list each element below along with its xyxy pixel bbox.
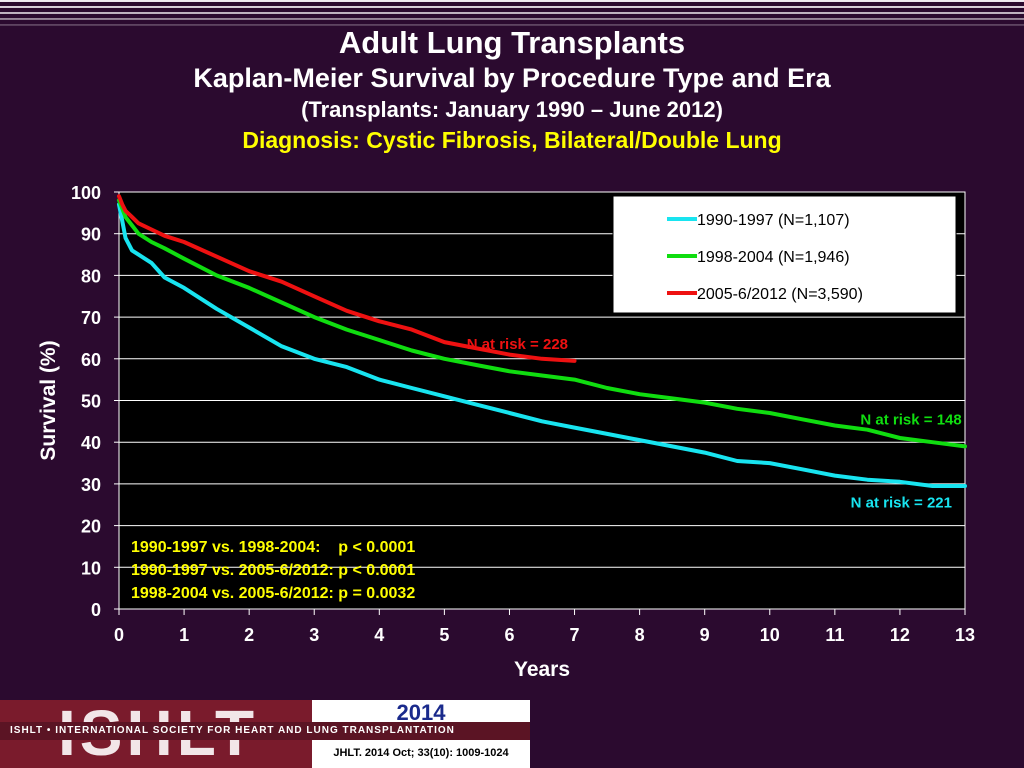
y-tick-label: 50 [81,392,101,412]
x-tick-label: 3 [309,625,319,645]
pvalue-line: 1998-2004 vs. 2005-6/2012: p = 0.0032 [131,585,415,602]
x-tick-label: 12 [890,625,910,645]
n-at-risk-label: N at risk = 228 [467,336,568,353]
y-tick-label: 80 [81,266,101,286]
date-range: (Transplants: January 1990 – June 2012) [301,97,723,122]
page-subtitle: Kaplan-Meier Survival by Procedure Type … [193,63,831,93]
pvalue-line: 1990-1997 vs. 1998-2004: p < 0.0001 [131,539,415,556]
x-tick-label: 2 [244,625,254,645]
citation: JHLT. 2014 Oct; 33(10): 1009-1024 [312,740,530,768]
x-tick-label: 7 [570,625,580,645]
x-tick-label: 13 [955,625,975,645]
legend-entry: 1998-2004 (N=1,946) [697,249,850,266]
series-line-1 [117,202,967,488]
x-tick-label: 11 [825,625,844,645]
title-block: Adult Lung Transplants Kaplan-Meier Surv… [0,24,1024,156]
x-axis-label: Years [514,658,570,681]
org-name: ISHLT • INTERNATIONAL SOCIETY FOR HEART … [0,722,530,740]
x-tick-label: 5 [439,625,449,645]
n-at-risk-label: N at risk = 148 [860,411,961,428]
x-tick-label: 6 [504,625,514,645]
n-at-risk-label: N at risk = 221 [851,495,952,512]
x-tick-label: 10 [760,625,780,645]
x-tick-label: 9 [700,625,710,645]
y-tick-label: 100 [71,183,101,203]
x-tick-label: 1 [179,625,189,645]
y-tick-label: 10 [81,558,101,578]
y-tick-label: 20 [81,517,101,537]
y-tick-label: 0 [91,600,101,620]
pvalue-line: 1990-1997 vs. 2005-6/2012: p < 0.0001 [131,562,415,579]
y-tick-label: 60 [81,350,101,370]
page-title: Adult Lung Transplants [338,25,686,60]
series-line-2 [117,198,967,449]
y-tick-label: 40 [81,433,101,453]
plot-border [118,191,966,610]
y-axis-label: Survival (%) [37,340,60,460]
series-line-3 [117,194,577,363]
legend-entry: 1990-1997 (N=1,107) [697,212,850,229]
y-tick-label: 70 [81,308,101,328]
x-tick-label: 8 [635,625,645,645]
x-tick-label: 0 [114,625,124,645]
y-tick-label: 90 [81,225,101,245]
y-tick-label: 30 [81,475,101,495]
decorative-top-band-fade [0,0,1024,30]
x-tick-label: 4 [374,625,384,645]
report-year: 2014 [312,700,530,725]
diagnosis-label: Diagnosis: Cystic Fibrosis, Bilateral/Do… [242,127,782,153]
legend-entry: 2005-6/2012 (N=3,590) [697,286,863,303]
